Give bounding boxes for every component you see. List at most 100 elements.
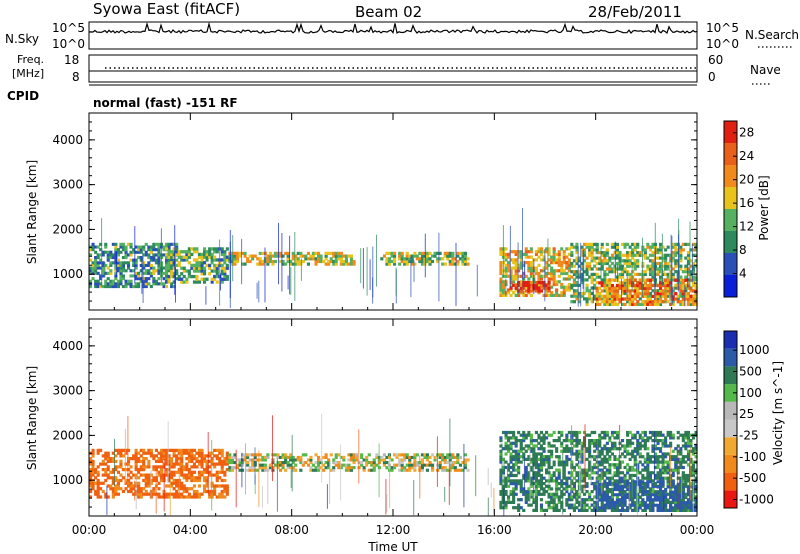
data-cell [306, 257, 310, 261]
data-cell [656, 439, 660, 443]
data-cell [109, 269, 113, 273]
data-cell [529, 250, 533, 254]
data-cell [170, 465, 174, 469]
data-cell [572, 444, 576, 448]
data-cell [557, 498, 561, 502]
data-cell [613, 286, 617, 290]
data-cell [177, 255, 181, 259]
freq-tick-top: 18 [64, 53, 79, 67]
data-cell [534, 271, 538, 276]
data-cell [656, 261, 660, 266]
data-cell [127, 468, 131, 472]
data-cell [628, 253, 632, 257]
data-cell [203, 489, 207, 494]
data-cell [646, 286, 650, 290]
data-cell [679, 501, 683, 505]
data-cell [562, 250, 566, 254]
data-cell [626, 449, 630, 453]
data-cell [684, 289, 688, 293]
data-cell [248, 468, 252, 472]
data-cell [679, 291, 683, 296]
data-cell [329, 251, 333, 255]
data-cell [562, 465, 566, 470]
data-cell [595, 245, 599, 249]
data-cell [99, 253, 103, 257]
data-cell [628, 457, 632, 461]
data-cell [669, 444, 673, 448]
data-cell [603, 256, 607, 260]
data-cell [390, 468, 394, 472]
data-cell [555, 439, 559, 443]
data-cell [542, 476, 546, 480]
data-cell [519, 274, 523, 278]
data-cell [192, 478, 196, 483]
data-cell [539, 465, 543, 470]
data-cell [686, 267, 690, 271]
data-cell [415, 254, 419, 258]
data-cell [517, 508, 521, 512]
data-cell [218, 462, 222, 466]
data-cell [529, 255, 533, 259]
data-cell [605, 452, 609, 456]
data-cell [626, 251, 630, 255]
data-cell [127, 261, 131, 265]
data-cell [539, 498, 543, 502]
data-cell [585, 289, 589, 293]
data-cell [684, 501, 688, 505]
data-cell [674, 468, 678, 472]
data-cell [580, 452, 584, 456]
data-cell [104, 271, 108, 275]
data-cell [681, 248, 685, 252]
data-cell [218, 457, 222, 461]
data-cell [585, 490, 589, 494]
data-cell [676, 452, 680, 456]
data-cell [580, 460, 584, 464]
data-cell [610, 501, 614, 505]
data-cell [296, 251, 300, 255]
data-cell [327, 461, 331, 465]
data-cell [94, 261, 98, 265]
data-cell [139, 263, 143, 267]
data-cell [509, 500, 513, 504]
data-cell [623, 286, 627, 290]
data-cell [610, 291, 614, 296]
data-cell [539, 482, 543, 486]
data-cell [203, 454, 207, 458]
data-cell [618, 272, 622, 276]
data-cell [631, 498, 635, 502]
data-cell [659, 264, 663, 268]
data-cell [225, 484, 229, 488]
data-cell [355, 453, 359, 457]
data-cell [225, 247, 229, 251]
data-cell [656, 506, 660, 510]
data-cell [681, 284, 685, 288]
data-cell [182, 274, 186, 279]
data-cell [233, 259, 237, 264]
data-cell [99, 495, 103, 499]
data-cell [519, 280, 523, 284]
data-cell [605, 501, 609, 505]
data-cell [279, 259, 283, 264]
data-cell [172, 487, 176, 491]
data-cell [608, 449, 612, 453]
data-cell [172, 473, 176, 477]
data-cell [547, 247, 551, 251]
data-cell [306, 251, 310, 255]
data-cell [352, 458, 356, 462]
data-cell [656, 465, 660, 470]
data-cell [600, 259, 604, 263]
data-cell [641, 436, 645, 440]
data-cell [575, 275, 579, 279]
data-cell [542, 447, 546, 451]
data-cell [562, 473, 566, 478]
data-cell [428, 461, 432, 465]
data-cell [524, 444, 528, 448]
data-cell [608, 264, 612, 268]
data-cell [674, 460, 678, 464]
data-cell [686, 455, 690, 459]
data-cell [509, 274, 513, 278]
data-cell [560, 293, 564, 297]
data-cell [172, 478, 176, 483]
data-cell [296, 259, 300, 264]
data-cell [317, 458, 321, 462]
